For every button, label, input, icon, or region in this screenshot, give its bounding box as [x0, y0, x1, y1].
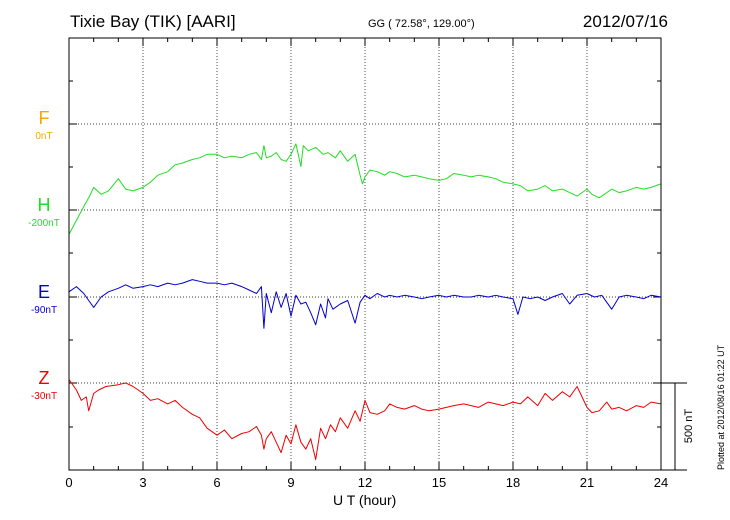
component-offset-e: -90nT [30, 305, 58, 316]
x-tick-label: 0 [65, 475, 72, 490]
plot-frame [68, 37, 662, 471]
x-tick-label: 12 [358, 475, 372, 490]
component-label-h: H -200nT [14, 195, 74, 229]
geographic-coordinates: GG ( 72.58°, 129.00°) [368, 18, 475, 30]
x-tick-label: 6 [213, 475, 220, 490]
component-label-f: F 0nT [14, 108, 74, 142]
component-name-h: H [37, 195, 51, 215]
component-name-z: Z [38, 368, 50, 388]
chart-date: 2012/07/16 [582, 12, 668, 31]
x-tick-label: 15 [432, 475, 446, 490]
scale-bar-label: 500 nT [683, 409, 695, 444]
x-tick-label: 9 [287, 475, 294, 490]
series-line-h [68, 143, 662, 235]
x-tick-label: 3 [139, 475, 146, 490]
component-offset-z: -30nT [30, 391, 58, 402]
scale-bar: 500 nT [661, 382, 695, 471]
component-offset-f: 0nT [35, 131, 53, 142]
component-offset-h: -200nT [28, 218, 60, 229]
series-line-e [68, 279, 662, 329]
x-axis-tick-labels: 0 3 6 9 12 15 18 21 24 [65, 475, 668, 490]
data-series [68, 143, 662, 461]
component-name-e: E [37, 282, 50, 302]
plotted-timestamp: Plotted at 2012/08/16 01:22 UT [716, 344, 726, 470]
chart-grid [69, 38, 661, 470]
x-tick-label: 24 [654, 475, 668, 490]
component-name-f: F [38, 108, 50, 128]
component-label-z: Z -30nT [14, 368, 74, 402]
station-title: Tixie Bay (TIK) [AARI] [70, 12, 236, 31]
x-tick-label: 18 [506, 475, 520, 490]
x-axis-label: U T (hour) [333, 492, 397, 508]
x-tick-label: 21 [580, 475, 594, 490]
series-line-z [68, 379, 662, 461]
component-label-e: E -90nT [14, 282, 74, 316]
